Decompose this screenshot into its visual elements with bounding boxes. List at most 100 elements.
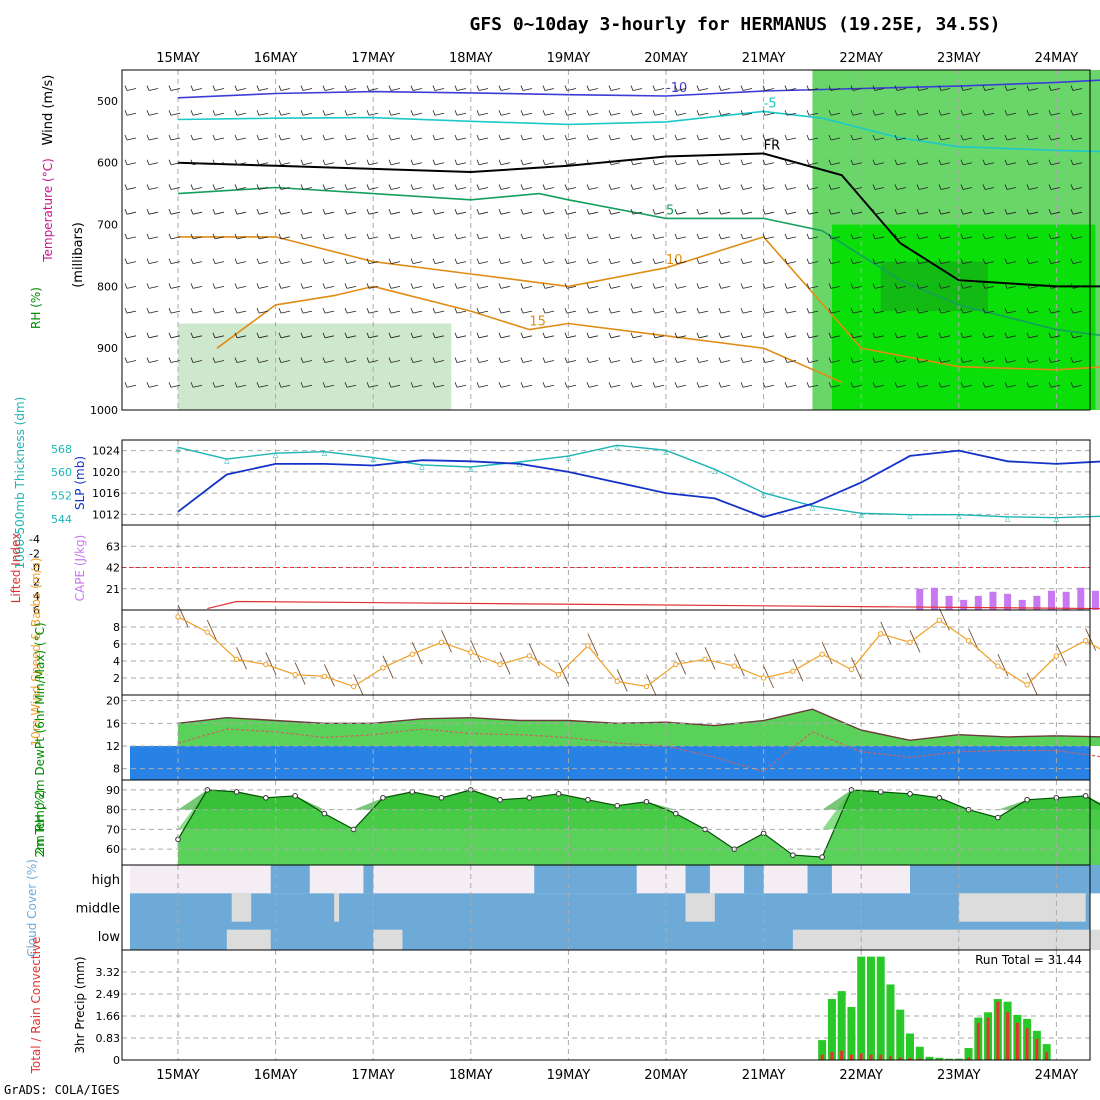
temperature-contour [178, 235, 1100, 371]
wind-barb [586, 283, 599, 289]
cloud-level-label: middle [76, 902, 120, 917]
wind-barb [410, 134, 423, 141]
wind-barb [366, 209, 379, 215]
panel-border [121, 69, 1091, 411]
precip-total-bar [906, 1033, 914, 1060]
precip-total-bar [945, 1058, 954, 1060]
wind-barb [432, 184, 445, 190]
cape-bar [916, 588, 924, 610]
wind-barb [1070, 184, 1083, 190]
wind-barb [1070, 209, 1083, 215]
wind-barb [344, 85, 357, 91]
thickness-point: △ [370, 455, 376, 465]
wind-barb [520, 85, 533, 91]
thickness-point: △ [419, 462, 425, 472]
wind-barb [916, 357, 929, 363]
wind-barb [256, 283, 269, 289]
wind-barb [520, 233, 533, 240]
wind-barb [1048, 357, 1061, 363]
thickness-point: △ [663, 447, 669, 457]
wind-barb [322, 209, 335, 215]
wind-barb [850, 134, 863, 141]
tick-label: 1000 [90, 404, 118, 417]
wind-barb [1070, 85, 1083, 91]
wind-barb [938, 110, 951, 116]
tick-label: 90 [106, 784, 120, 797]
wind-barb [190, 134, 203, 141]
rh-point [321, 810, 328, 817]
wind-barb [1026, 357, 1039, 363]
wind-barb [894, 209, 907, 215]
wind-barb [476, 110, 489, 116]
wind-barb [300, 184, 313, 190]
wind-barb [1048, 159, 1061, 166]
wind-barb [1026, 233, 1039, 240]
wind-barb [344, 110, 357, 116]
wind-barb [1070, 332, 1083, 339]
wind-barb [322, 382, 335, 388]
wind-barb [190, 184, 203, 190]
middle-cloud-gap [958, 893, 1086, 922]
wind-barb [1085, 628, 1097, 651]
wind-barb [696, 258, 709, 265]
wind-barb [850, 209, 863, 215]
wind-barb [872, 307, 885, 314]
rh-point [585, 796, 591, 803]
wind-barb [916, 382, 929, 388]
wind-barb [762, 134, 775, 141]
wind-barb [366, 332, 379, 339]
thickness-line [177, 444, 1100, 519]
tick-label: -4 [29, 533, 40, 546]
wind-barb [1026, 184, 1039, 190]
temperature-axis-label: Temperature (°C) [41, 158, 55, 263]
wind-barb [784, 357, 797, 363]
wind-barb [366, 184, 379, 190]
wind-barb [1004, 209, 1017, 215]
wind-barb [762, 159, 775, 166]
wind-barb [146, 209, 159, 215]
slp-axis-label: SLP (mb) [73, 456, 87, 510]
wind-barb [410, 332, 423, 339]
wind-barb [784, 159, 797, 166]
thickness-point: △ [175, 444, 181, 454]
wind-barb [432, 159, 445, 166]
wind-barb [916, 110, 929, 116]
wind-barb [168, 233, 181, 240]
wind-barb [586, 357, 599, 363]
wind-barb [1004, 332, 1017, 339]
wind-barb [696, 184, 709, 190]
chart-title: GFS 0~10day 3-hourly for HERMANUS (19.25… [469, 14, 1000, 35]
high-cloud-block [534, 865, 637, 894]
precip-panel: 3.32 2.49 1.66 0.83 0 Run Total = 31.44 3hr Pr… [29, 937, 1091, 1074]
wind-barb [740, 382, 753, 388]
wind-barb [146, 332, 159, 339]
wind-barb [265, 652, 277, 675]
wind-barb [674, 184, 687, 190]
wind-barb [740, 110, 753, 116]
wind-barb [124, 307, 137, 314]
wind-barb [850, 184, 863, 190]
wind-barb [1026, 382, 1039, 388]
wind-barb [322, 134, 335, 141]
wind-barb [410, 209, 423, 215]
wind-barb [916, 209, 929, 215]
wind-barb [740, 159, 753, 166]
wind-barb [432, 357, 445, 363]
wind-barb [124, 233, 137, 240]
wind-barb [608, 357, 621, 363]
wind-barb [344, 307, 357, 314]
thickness-point: △ [468, 464, 474, 474]
wind-barb [652, 332, 665, 339]
wind-barb [542, 85, 555, 91]
wind-barb [410, 184, 423, 190]
wind-barb [564, 159, 577, 166]
wind-barb [234, 110, 247, 116]
wind-barb [696, 332, 709, 339]
wind-barb [982, 209, 995, 215]
wind-barb [982, 85, 995, 91]
contour-label: 15 [529, 315, 546, 330]
wind-barb [388, 209, 401, 215]
tick-label: 1024 [92, 445, 120, 458]
wind-barb [1004, 233, 1017, 240]
wind-barb [558, 662, 570, 685]
